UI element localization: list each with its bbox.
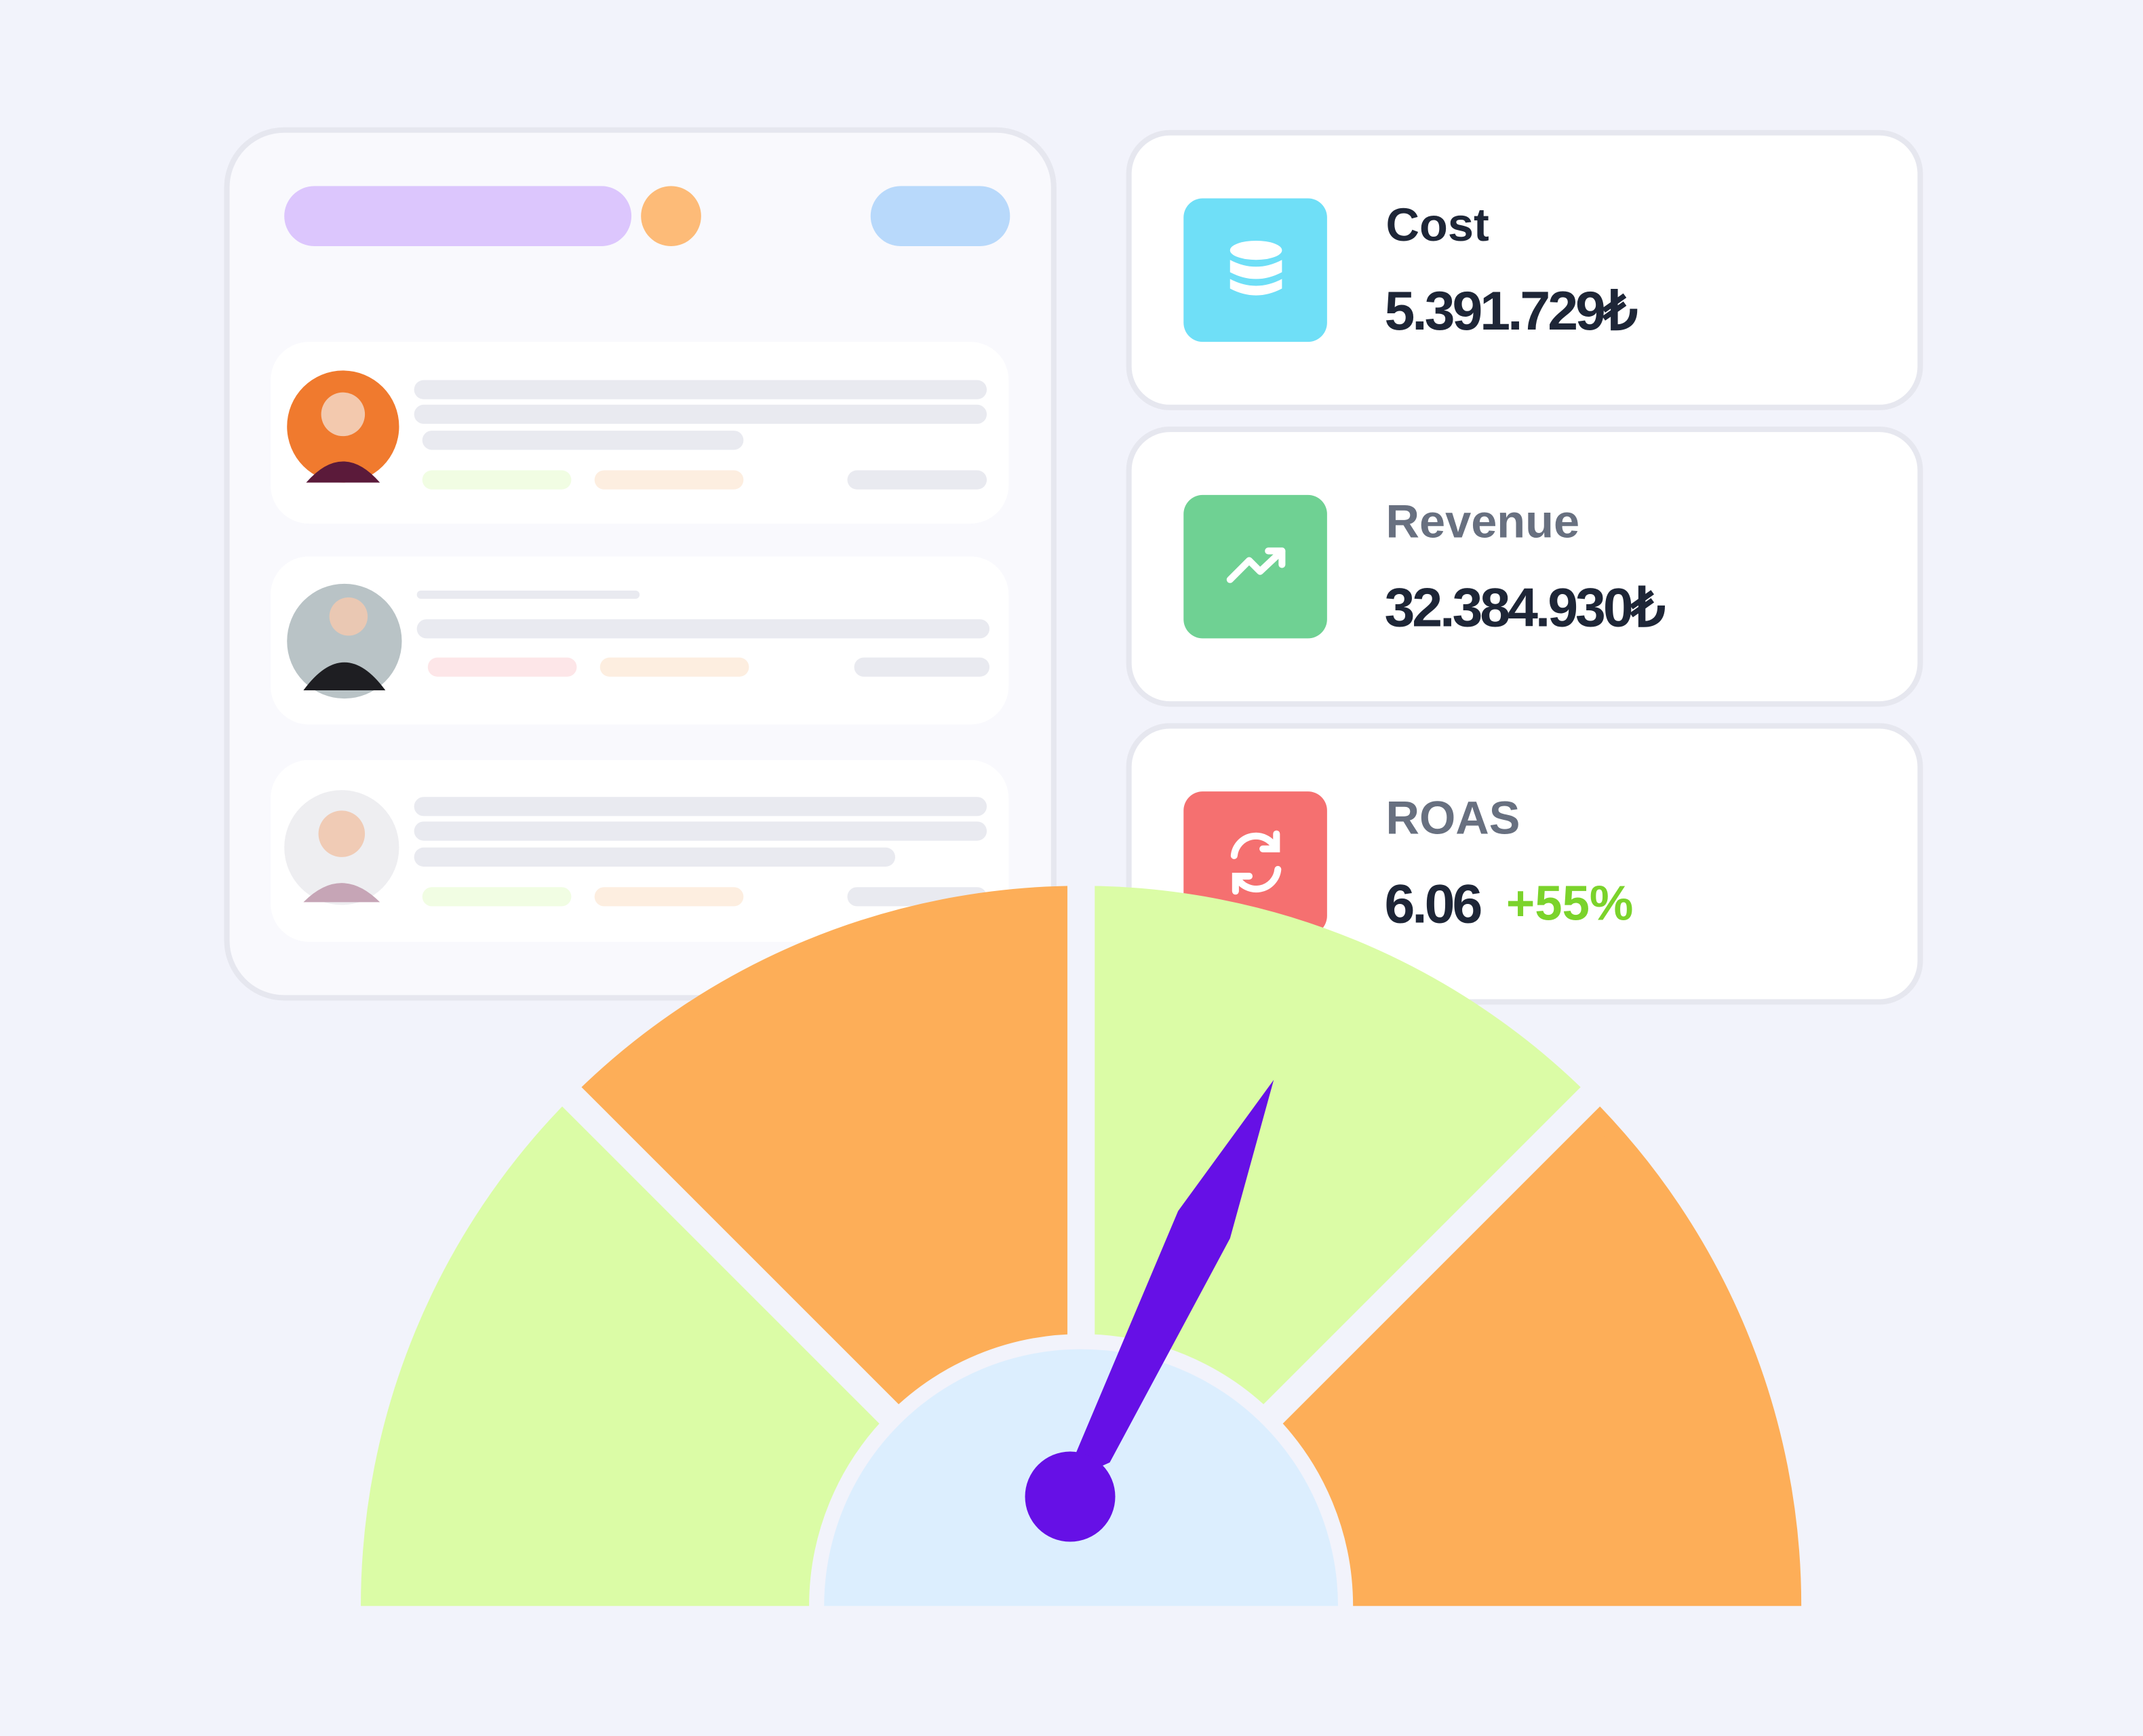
avatar-face [329, 597, 368, 636]
tag [594, 470, 744, 490]
tag [422, 470, 572, 490]
revenue-card: Revenue 32.384.930₺ [1126, 427, 1923, 707]
database-icon [1230, 240, 1282, 296]
tag [422, 887, 572, 907]
card-label: Revenue [1386, 495, 1580, 547]
gauge-needle [1063, 1080, 1274, 1483]
avatar-face [321, 392, 366, 437]
refresh-icon [1230, 830, 1282, 895]
skeleton [414, 797, 987, 816]
tag [594, 887, 744, 907]
gauge [328, 866, 1834, 1736]
card-value: 6.06 [1385, 874, 1481, 935]
card [1126, 427, 1923, 707]
gauge-gap [1259, 1073, 1614, 1427]
card-value: 5.391.729₺ [1385, 281, 1638, 342]
card-value: 32.384.930₺ [1385, 577, 1666, 638]
card-label: ROAS [1386, 792, 1520, 844]
tag [599, 657, 749, 677]
tag [427, 657, 577, 677]
avatar-face [318, 810, 366, 857]
skeleton [414, 847, 896, 867]
skeleton [422, 431, 744, 450]
dot [641, 186, 701, 247]
cost-card: Cost 5.391.729₺ [1126, 130, 1923, 410]
gauge-base [328, 1606, 1834, 1736]
avatar-body [306, 461, 380, 483]
card-change: +55% [1506, 876, 1634, 931]
skeleton [416, 619, 990, 639]
gauge-segment [569, 886, 1090, 1417]
gauge-pivot [1025, 1451, 1116, 1542]
skeleton [854, 657, 990, 677]
card-label: Cost [1386, 199, 1489, 251]
card [1126, 130, 1923, 410]
skeleton [414, 404, 987, 425]
skeleton [414, 380, 987, 399]
skeleton [416, 590, 640, 599]
skeleton [847, 470, 987, 490]
gauge-segment [1271, 1094, 1802, 1615]
avatar [287, 583, 402, 699]
gauge-gap [548, 1073, 903, 1427]
avatar-body [303, 662, 386, 691]
list-panel [224, 127, 1057, 1001]
skeleton [414, 821, 987, 841]
title-pill [284, 186, 632, 247]
button-pill [870, 186, 1010, 247]
trend-icon [1226, 547, 1286, 583]
gauge-segment [361, 1094, 892, 1615]
avatar-body [303, 883, 380, 903]
